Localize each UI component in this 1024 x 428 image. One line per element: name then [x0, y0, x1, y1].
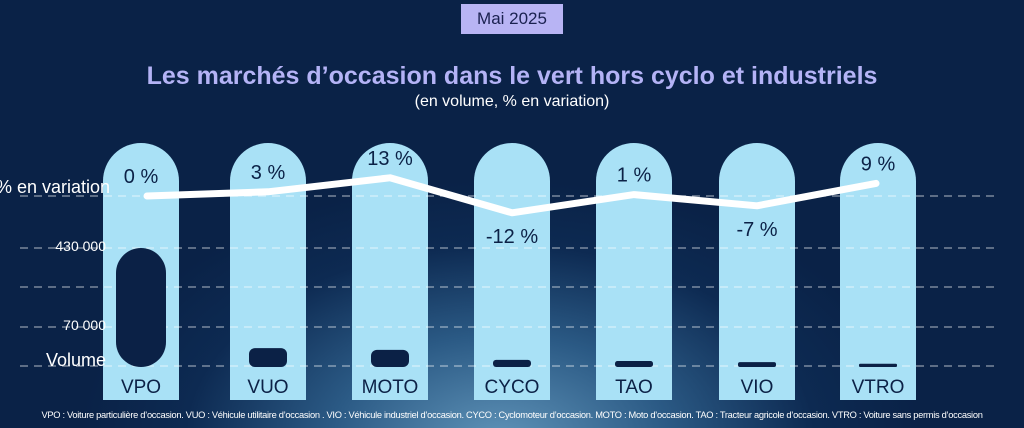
footnote: VPO : Voiture particulière d’occasion. V…: [41, 410, 983, 420]
ytick-430000: 430 000: [55, 238, 106, 254]
category-label-moto: MOTO: [362, 377, 419, 398]
volume-bar-vtro: [859, 363, 897, 367]
category-label-tao: TAO: [615, 377, 653, 398]
variation-label-vtro: 9 %: [861, 153, 896, 175]
category-label-vuo: VUO: [247, 377, 288, 398]
category-label-vio: VIO: [741, 377, 774, 398]
chart-title: Les marchés d’occasion dans le vert hors…: [146, 62, 878, 90]
column-bg-moto: [352, 143, 428, 400]
variation-label-moto: 13 %: [367, 148, 413, 170]
volume-bar-vpo: [116, 248, 166, 367]
period-badge: Mai 2025: [461, 4, 563, 34]
category-label-cyco: CYCO: [485, 377, 540, 398]
ytick-70000: 70 000: [63, 317, 106, 333]
volume-bar-vio: [738, 362, 776, 367]
chart-subtitle: (en volume, % en variation): [414, 93, 610, 110]
column-bg-vio: [719, 143, 795, 400]
category-label-vtro: VTRO: [852, 377, 905, 398]
variation-label-tao: 1 %: [617, 165, 652, 187]
volume-bar-tao: [615, 360, 653, 367]
axis-label-volume: Volume: [45, 350, 106, 370]
variation-label-vpo: 0 %: [124, 166, 159, 188]
variation-line: [143, 174, 880, 217]
variation-label-cyco: -12 %: [486, 226, 538, 248]
volume-bar-cyco: [493, 359, 531, 367]
category-label-vpo: VPO: [121, 377, 161, 398]
variation-label-vio: -7 %: [736, 219, 777, 241]
column-bg-tao: [596, 143, 672, 400]
variation-label-vuo: 3 %: [251, 162, 286, 184]
axis-label-variation: % en variation: [0, 177, 111, 197]
volume-bar-moto: [371, 349, 409, 367]
column-bg-vuo: [230, 143, 306, 400]
column-bg-vtro: [840, 143, 916, 400]
volume-bar-vuo: [249, 348, 287, 367]
